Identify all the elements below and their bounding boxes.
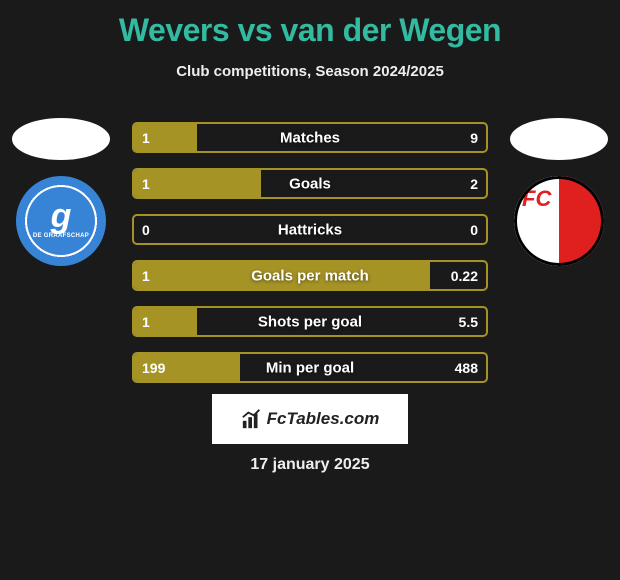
stat-left-value: 199 [142,360,165,376]
graafschap-badge-inner: g DE GRAAFSCHAP [27,187,95,255]
graafschap-letter: g [51,203,72,230]
stat-left-value: 1 [142,314,150,330]
brand-chart-icon [241,408,263,430]
stat-right-value: 5.5 [459,314,478,330]
stat-label: Hattricks [278,221,342,238]
stat-row: 1 0.22 Goals per match [132,260,488,291]
left-avatar-placeholder [12,118,110,160]
stat-right-value: 9 [470,130,478,146]
stat-left-value: 1 [142,268,150,284]
right-club-badge: FC [514,176,604,266]
page-title: Wevers vs van der Wegen [0,0,620,49]
right-avatar-placeholder [510,118,608,160]
graafschap-name: DE GRAAFSCHAP [33,233,89,239]
right-player-block: FC [510,118,608,266]
stat-left-value: 0 [142,222,150,238]
stat-label: Goals [289,175,331,192]
stat-right-value: 0 [470,222,478,238]
brand-text: FcTables.com [267,409,380,429]
stat-label: Goals per match [251,267,369,284]
brand-box[interactable]: FcTables.com [212,394,408,444]
stat-right-value: 488 [455,360,478,376]
stat-fill [134,170,261,197]
stat-row: 1 9 Matches [132,122,488,153]
stat-left-value: 1 [142,176,150,192]
stat-label: Shots per goal [258,313,362,330]
utrecht-border [514,176,604,266]
left-club-badge: g DE GRAAFSCHAP [16,176,106,266]
stat-row: 1 2 Goals [132,168,488,199]
stat-right-value: 0.22 [451,268,478,284]
stat-label: Min per goal [266,359,354,376]
stat-label: Matches [280,129,340,146]
stat-row: 1 5.5 Shots per goal [132,306,488,337]
stat-left-value: 1 [142,130,150,146]
stats-bars: 1 9 Matches 1 2 Goals 0 0 Hattricks 1 0.22 Goals pe… [132,122,488,398]
subtitle: Club competitions, Season 2024/2025 [0,63,620,80]
left-player-block: g DE GRAAFSCHAP [12,118,110,266]
date-text: 17 january 2025 [250,456,369,474]
stat-right-value: 2 [470,176,478,192]
stat-row: 199 488 Min per goal [132,352,488,383]
stat-row: 0 0 Hattricks [132,214,488,245]
